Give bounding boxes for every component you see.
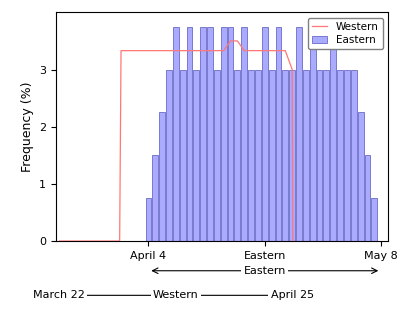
Bar [289,70,295,241]
Bar [146,198,151,241]
Text: April 25: April 25 [271,290,314,300]
Bar [186,27,192,241]
Bar [152,155,158,241]
Bar [310,27,316,241]
Bar [317,70,322,241]
Bar [282,70,288,241]
Bar [234,70,240,241]
Bar [358,112,364,241]
Bar [371,198,377,241]
Bar [180,70,186,241]
Bar [324,70,329,241]
Bar [255,70,261,241]
Bar [303,70,309,241]
Bar [207,27,213,241]
Bar [276,27,281,241]
Bar [364,155,370,241]
Bar [200,27,206,241]
Bar [214,70,220,241]
Bar [351,70,357,241]
Bar [159,112,165,241]
Bar [228,27,234,241]
Bar [221,27,227,241]
Bar [330,27,336,241]
Text: March 22: March 22 [34,290,85,300]
Bar [296,27,302,241]
Text: Eastern: Eastern [244,266,286,276]
Bar [337,70,343,241]
Bar [344,70,350,241]
Y-axis label: Frequency (%): Frequency (%) [20,82,34,172]
Bar [269,70,274,241]
Text: Western: Western [153,290,199,300]
Bar [248,70,254,241]
Legend: Western, Eastern: Western, Eastern [308,18,383,49]
Bar [166,70,172,241]
Bar [173,27,179,241]
Bar [241,27,247,241]
Bar [262,27,268,241]
Bar [194,70,199,241]
